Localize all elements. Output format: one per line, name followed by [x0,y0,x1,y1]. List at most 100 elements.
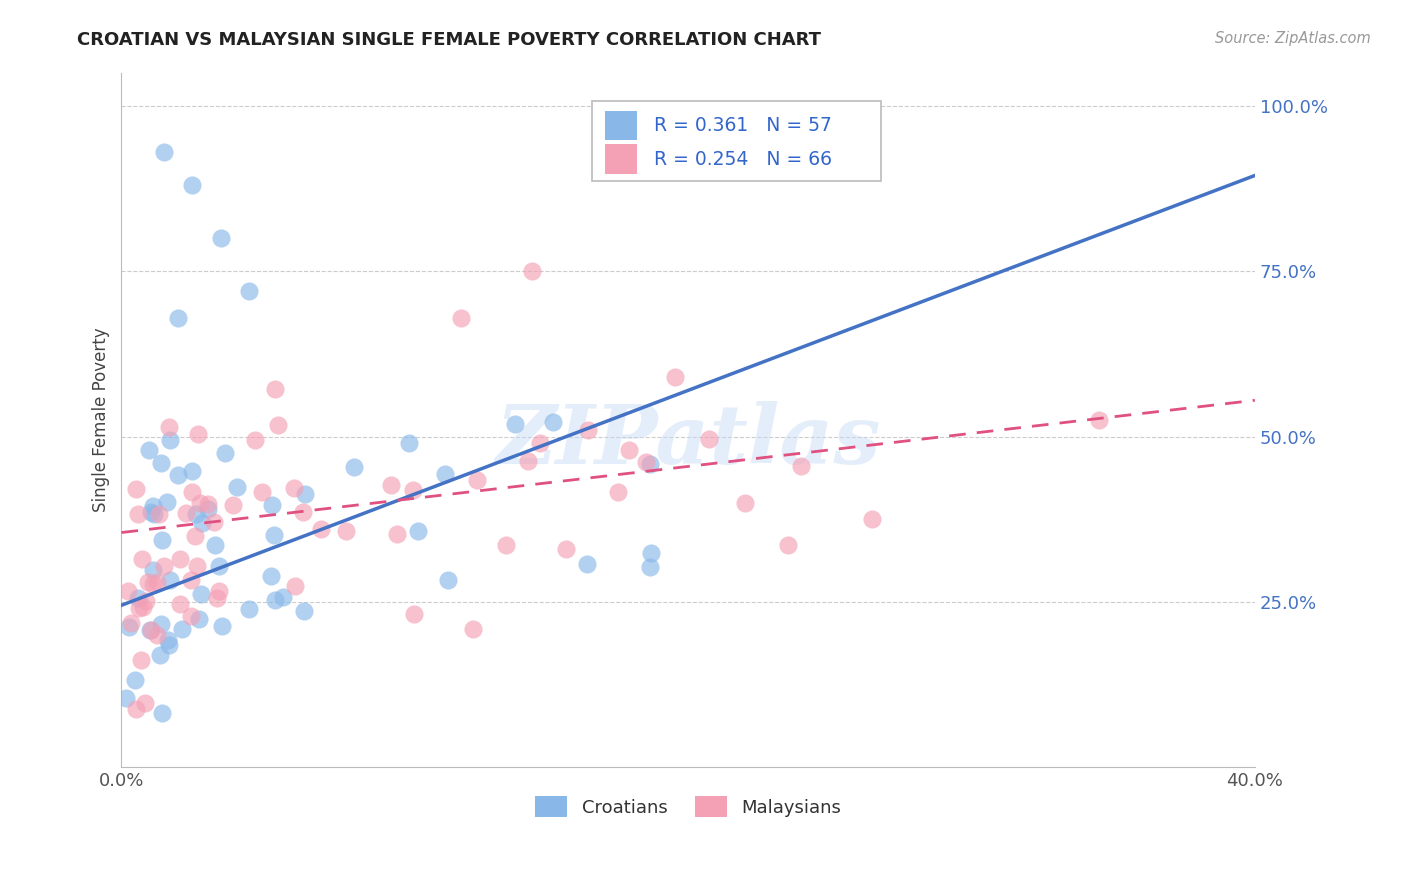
Point [156,495,179,509]
FancyBboxPatch shape [592,101,880,180]
Point [243,434,266,448]
Point [146,574,169,589]
Point [169,597,191,611]
Point [127,508,149,522]
Point [190,587,212,601]
Point [576,557,599,571]
Point [180,574,202,588]
Point [188,496,211,510]
Point [207,591,229,605]
Point [222,498,245,512]
Point [461,623,484,637]
Point [250,484,273,499]
Point [402,483,425,497]
Point [503,417,526,431]
Point [150,706,173,720]
Point [143,508,166,522]
Point [529,435,551,450]
Point [186,558,208,573]
Point [157,420,180,434]
Point [187,427,209,442]
Point [1088,413,1111,427]
Point [197,501,219,516]
Point [159,574,181,588]
Point [156,632,179,647]
Point [214,445,236,459]
Point [120,615,142,630]
Point [335,524,357,539]
FancyBboxPatch shape [606,112,637,140]
Text: ZIPatlas: ZIPatlas [495,401,882,481]
Point [174,506,197,520]
Point [380,478,402,492]
Point [263,593,285,607]
Point [450,310,472,325]
Point [132,600,155,615]
Point [209,231,232,245]
Point [517,454,540,468]
Point [437,574,460,588]
Point [150,533,173,547]
Point [125,482,148,496]
Point [260,569,283,583]
Point [180,609,202,624]
Point [208,584,231,599]
Point [183,529,205,543]
Point [149,456,172,470]
Point [208,559,231,574]
Point [202,515,225,529]
Point [541,415,564,429]
Point [197,497,219,511]
Point [181,178,204,193]
Point [226,480,249,494]
Point [398,436,420,450]
Point [159,433,181,447]
Point [576,423,599,437]
Point [136,574,159,589]
FancyBboxPatch shape [606,145,637,174]
Point [260,498,283,512]
Point [607,484,630,499]
Point [153,559,176,574]
Point [699,433,721,447]
Point [638,457,661,471]
Point [238,601,260,615]
Point [115,690,138,705]
Point [284,579,307,593]
Point [184,507,207,521]
Point [128,600,150,615]
Point [734,496,756,510]
Point [125,702,148,716]
Point [467,473,489,487]
Point [619,442,641,457]
Point [157,638,180,652]
Point [404,607,426,621]
Text: R = 0.254   N = 66: R = 0.254 N = 66 [654,150,832,169]
Point [142,577,165,591]
Point [142,563,165,577]
Point [138,443,160,458]
Point [343,460,366,475]
Point [204,538,226,552]
Point [640,560,662,574]
Point [406,524,429,538]
Point [139,505,162,519]
Point [433,467,456,481]
Point [292,604,315,618]
Point [640,546,662,560]
Point [153,145,176,160]
Point [149,648,172,662]
Point [148,508,170,522]
Point [211,619,233,633]
Text: Source: ZipAtlas.com: Source: ZipAtlas.com [1215,31,1371,46]
Point [167,468,190,483]
Point [238,284,260,298]
Point [267,418,290,433]
Point [129,653,152,667]
Point [495,538,517,552]
Point [131,552,153,566]
Y-axis label: Single Female Poverty: Single Female Poverty [93,327,110,512]
Point [170,622,193,636]
Point [664,370,686,384]
Point [634,455,657,469]
